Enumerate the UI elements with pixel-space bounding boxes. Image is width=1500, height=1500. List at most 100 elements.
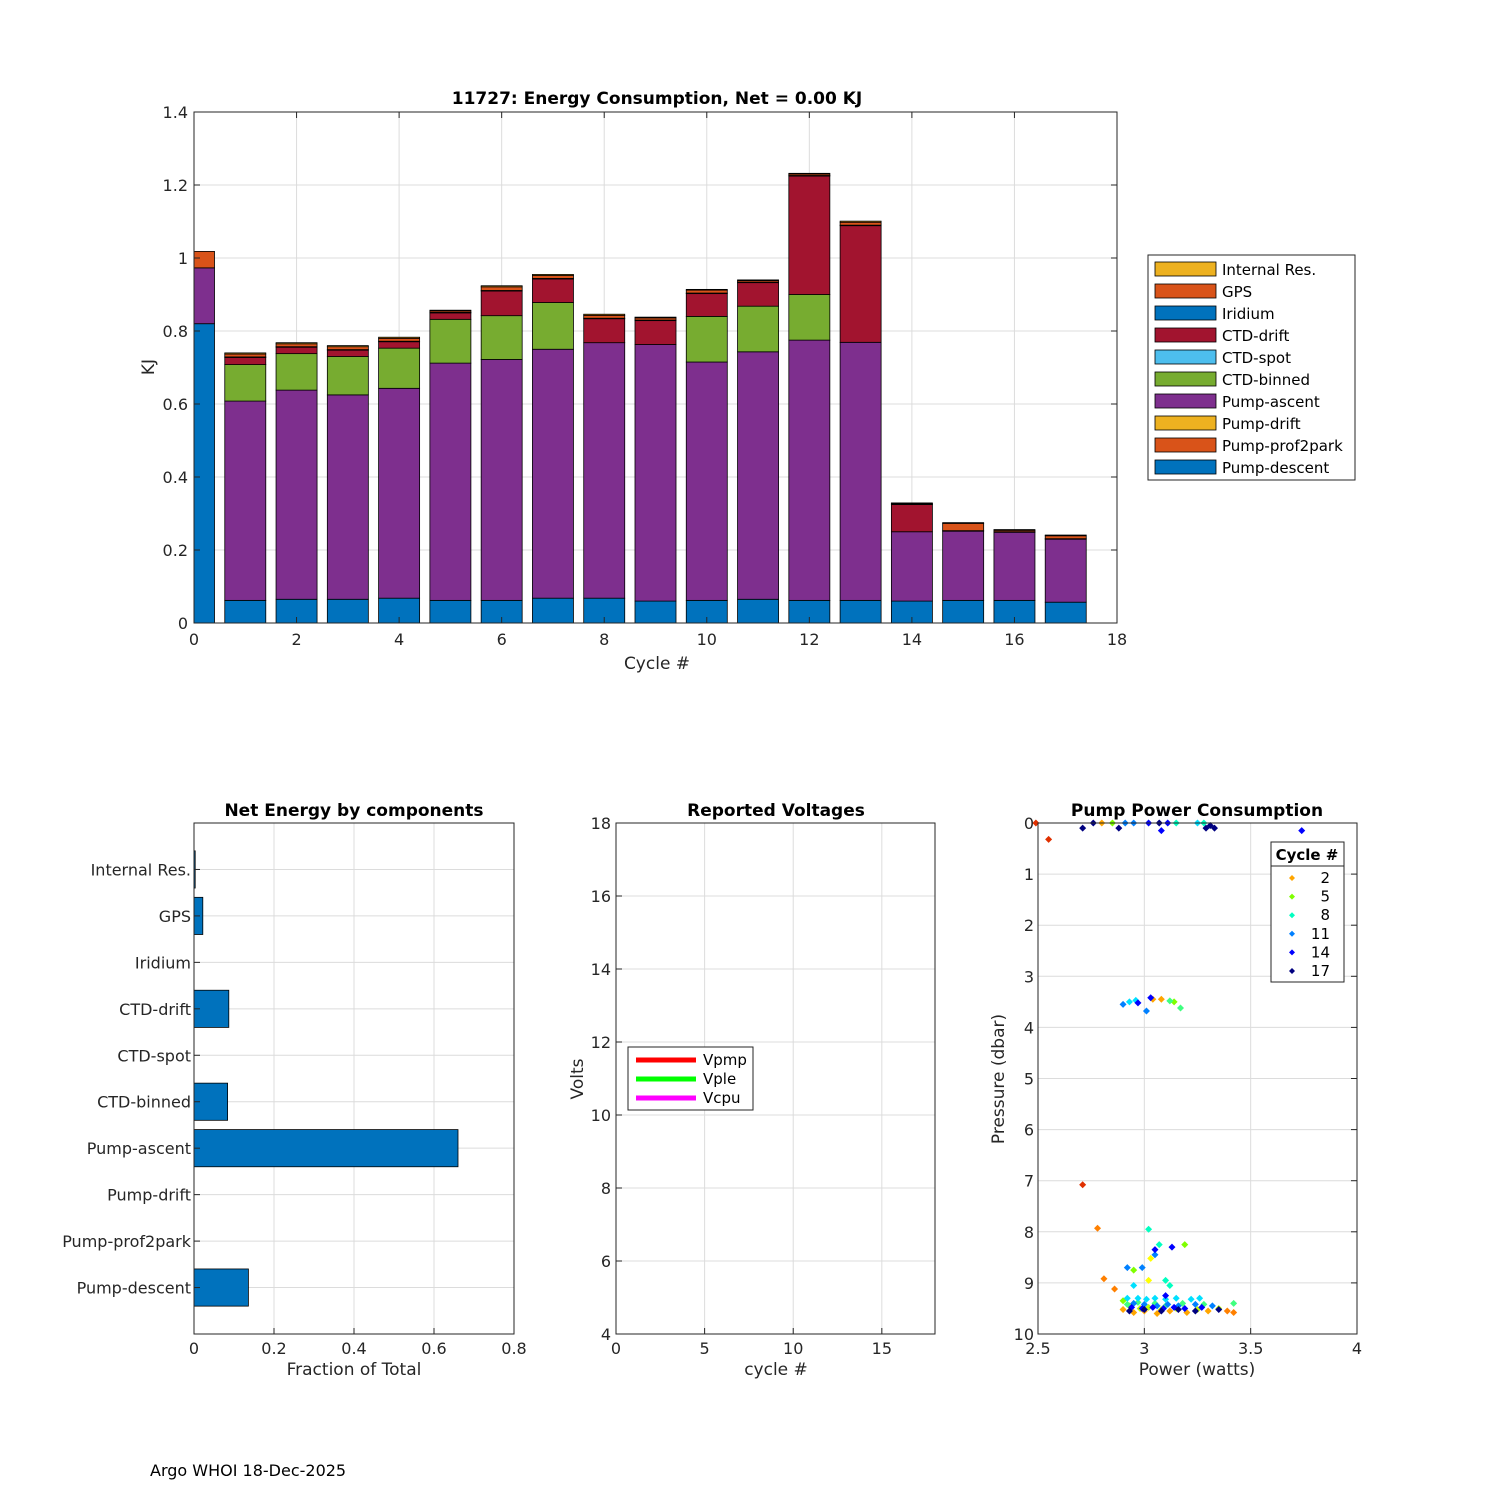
energy-bars — [193, 172, 1087, 624]
energy-bar-segment — [532, 275, 574, 279]
pump-point — [1172, 1294, 1180, 1302]
energy-legend-label: Pump-prof2park — [1222, 437, 1343, 455]
pump-legend-marker — [1289, 912, 1295, 919]
pump-point — [1147, 1254, 1155, 1262]
components-xtick-label: 0.4 — [341, 1339, 366, 1358]
pump-xlabel: Power (watts) — [1139, 1360, 1256, 1380]
energy-xtick-label: 4 — [394, 630, 404, 649]
pump-point — [1119, 1000, 1127, 1008]
pump-point — [1145, 1276, 1153, 1284]
energy-bar-segment — [429, 309, 472, 312]
energy-legend-label: CTD-spot — [1222, 349, 1291, 367]
components-ytick-label: Iridium — [135, 953, 191, 972]
pump-point — [1123, 1294, 1131, 1302]
pump-point — [1142, 1295, 1150, 1303]
energy-bar-segment — [634, 316, 677, 319]
energy-legend-swatch — [1154, 283, 1217, 299]
voltages-xtick-label: 15 — [872, 1339, 892, 1358]
components-ytick-label: CTD-drift — [119, 1000, 191, 1019]
energy-bar-segment — [942, 522, 985, 532]
components-ytick-label: Pump-descent — [77, 1279, 191, 1298]
energy-legend-swatch — [1154, 261, 1217, 277]
energy-bar-segment — [1044, 601, 1087, 624]
energy-bar-segment — [1044, 534, 1087, 537]
energy-bar-segment — [378, 337, 421, 342]
energy-ytick-label: 0 — [178, 614, 188, 633]
components-bars — [193, 850, 459, 1307]
energy-bar-segment — [429, 318, 472, 364]
energy-xtick-label: 0 — [189, 630, 199, 649]
energy-legend-swatch — [1154, 415, 1217, 431]
pump-legend-label: 2 — [1320, 869, 1330, 887]
pump-point — [1123, 1264, 1131, 1272]
energy-bar-segment — [193, 251, 215, 269]
pump-point — [1094, 1224, 1102, 1232]
pump-xtick-label: 3.5 — [1238, 1339, 1263, 1358]
energy-xtick-label: 16 — [1004, 630, 1024, 649]
pump-ylabel: Pressure (dbar) — [989, 1014, 1009, 1144]
energy-bar-segment — [429, 599, 472, 624]
energy-bar-segment — [788, 175, 831, 295]
pump-point — [1149, 1303, 1157, 1311]
voltages-ytick-label: 18 — [591, 814, 611, 833]
energy-bar-segment — [326, 346, 369, 351]
pump-xtick-label: 3 — [1139, 1339, 1149, 1358]
pump-point — [1157, 995, 1165, 1003]
energy-bar-segment — [193, 323, 215, 624]
energy-bar-segment — [326, 345, 369, 348]
voltages-ytick-label: 14 — [591, 960, 611, 979]
pump-point — [1130, 1281, 1138, 1289]
pump-point — [1211, 824, 1219, 832]
energy-legend-label: Pump-descent — [1222, 459, 1329, 477]
energy-bar-segment — [224, 356, 267, 365]
energy-legend-label: CTD-drift — [1222, 327, 1289, 345]
energy-legend: Internal Res. GPS Iridium CTD-drift CTD-spot… — [1147, 254, 1356, 481]
voltages-xtick-label: 5 — [700, 1339, 710, 1358]
energy-legend-label: Pump-ascent — [1222, 393, 1320, 411]
energy-bar-segment — [532, 348, 574, 599]
pump-point — [1204, 1307, 1212, 1315]
pump-point — [1162, 1276, 1170, 1284]
energy-legend-label: Pump-drift — [1222, 415, 1301, 433]
pump-legend-marker — [1289, 949, 1295, 956]
energy-bar-segment — [275, 389, 318, 600]
components-xlabel: Fraction of Total — [287, 1360, 422, 1380]
energy-bar-segment — [839, 225, 882, 343]
pump-point — [1166, 997, 1174, 1005]
energy-bar-segment — [224, 400, 267, 601]
energy-bar-segment — [839, 220, 882, 223]
pump-legend-marker — [1289, 893, 1295, 900]
pump-point — [1164, 1300, 1172, 1308]
energy-bar-segment — [788, 339, 831, 601]
energy-bar-segment — [890, 502, 933, 505]
pump-point — [1162, 1292, 1170, 1300]
voltages-ytick-label: 16 — [591, 887, 611, 906]
pump-ytick-label: 6 — [1024, 1121, 1034, 1140]
pump-point — [1100, 1275, 1108, 1283]
energy-legend-label: Internal Res. — [1222, 261, 1316, 279]
pump-point — [1155, 1241, 1163, 1249]
energy-bar-segment — [737, 598, 779, 624]
pump-xtick-label: 4 — [1352, 1339, 1362, 1358]
pump-grid — [1037, 822, 1358, 1335]
energy-legend-swatch — [1154, 349, 1217, 365]
pump-point — [1208, 1302, 1216, 1310]
voltages-legend-label: Vple — [703, 1070, 736, 1088]
energy-bar-segment — [890, 503, 933, 533]
pump-point — [1191, 1307, 1199, 1315]
energy-bar-segment — [942, 530, 985, 601]
energy-bar-segment — [429, 362, 472, 601]
pump-legend-marker — [1289, 875, 1295, 881]
pump-ytick-label: 1 — [1024, 865, 1034, 884]
energy-bar-segment — [942, 522, 985, 524]
energy-legend-swatch — [1154, 459, 1217, 475]
energy-xtick-label: 8 — [599, 630, 609, 649]
energy-ytick-label: 1.2 — [163, 176, 188, 195]
energy-legend-label: CTD-binned — [1222, 371, 1310, 389]
energy-xtick-label: 10 — [697, 630, 717, 649]
pump-point — [1298, 827, 1306, 835]
pump-point — [1147, 994, 1155, 1002]
pump-point — [1176, 1004, 1184, 1012]
components-bar — [193, 1082, 228, 1121]
